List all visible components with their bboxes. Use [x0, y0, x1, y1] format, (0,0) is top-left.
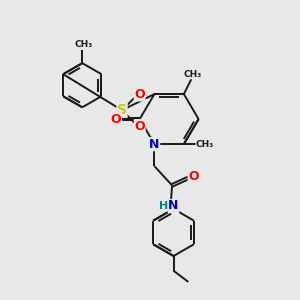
Text: O: O [188, 170, 199, 183]
Text: O: O [134, 120, 145, 133]
Text: O: O [134, 88, 145, 101]
Text: O: O [111, 112, 122, 126]
Text: S: S [117, 103, 127, 117]
Text: CH₃: CH₃ [184, 70, 202, 79]
Text: H: H [159, 201, 168, 211]
Text: CH₃: CH₃ [75, 40, 93, 50]
Text: CH₃: CH₃ [196, 140, 214, 148]
Text: N: N [149, 138, 160, 151]
Text: N: N [168, 200, 179, 212]
